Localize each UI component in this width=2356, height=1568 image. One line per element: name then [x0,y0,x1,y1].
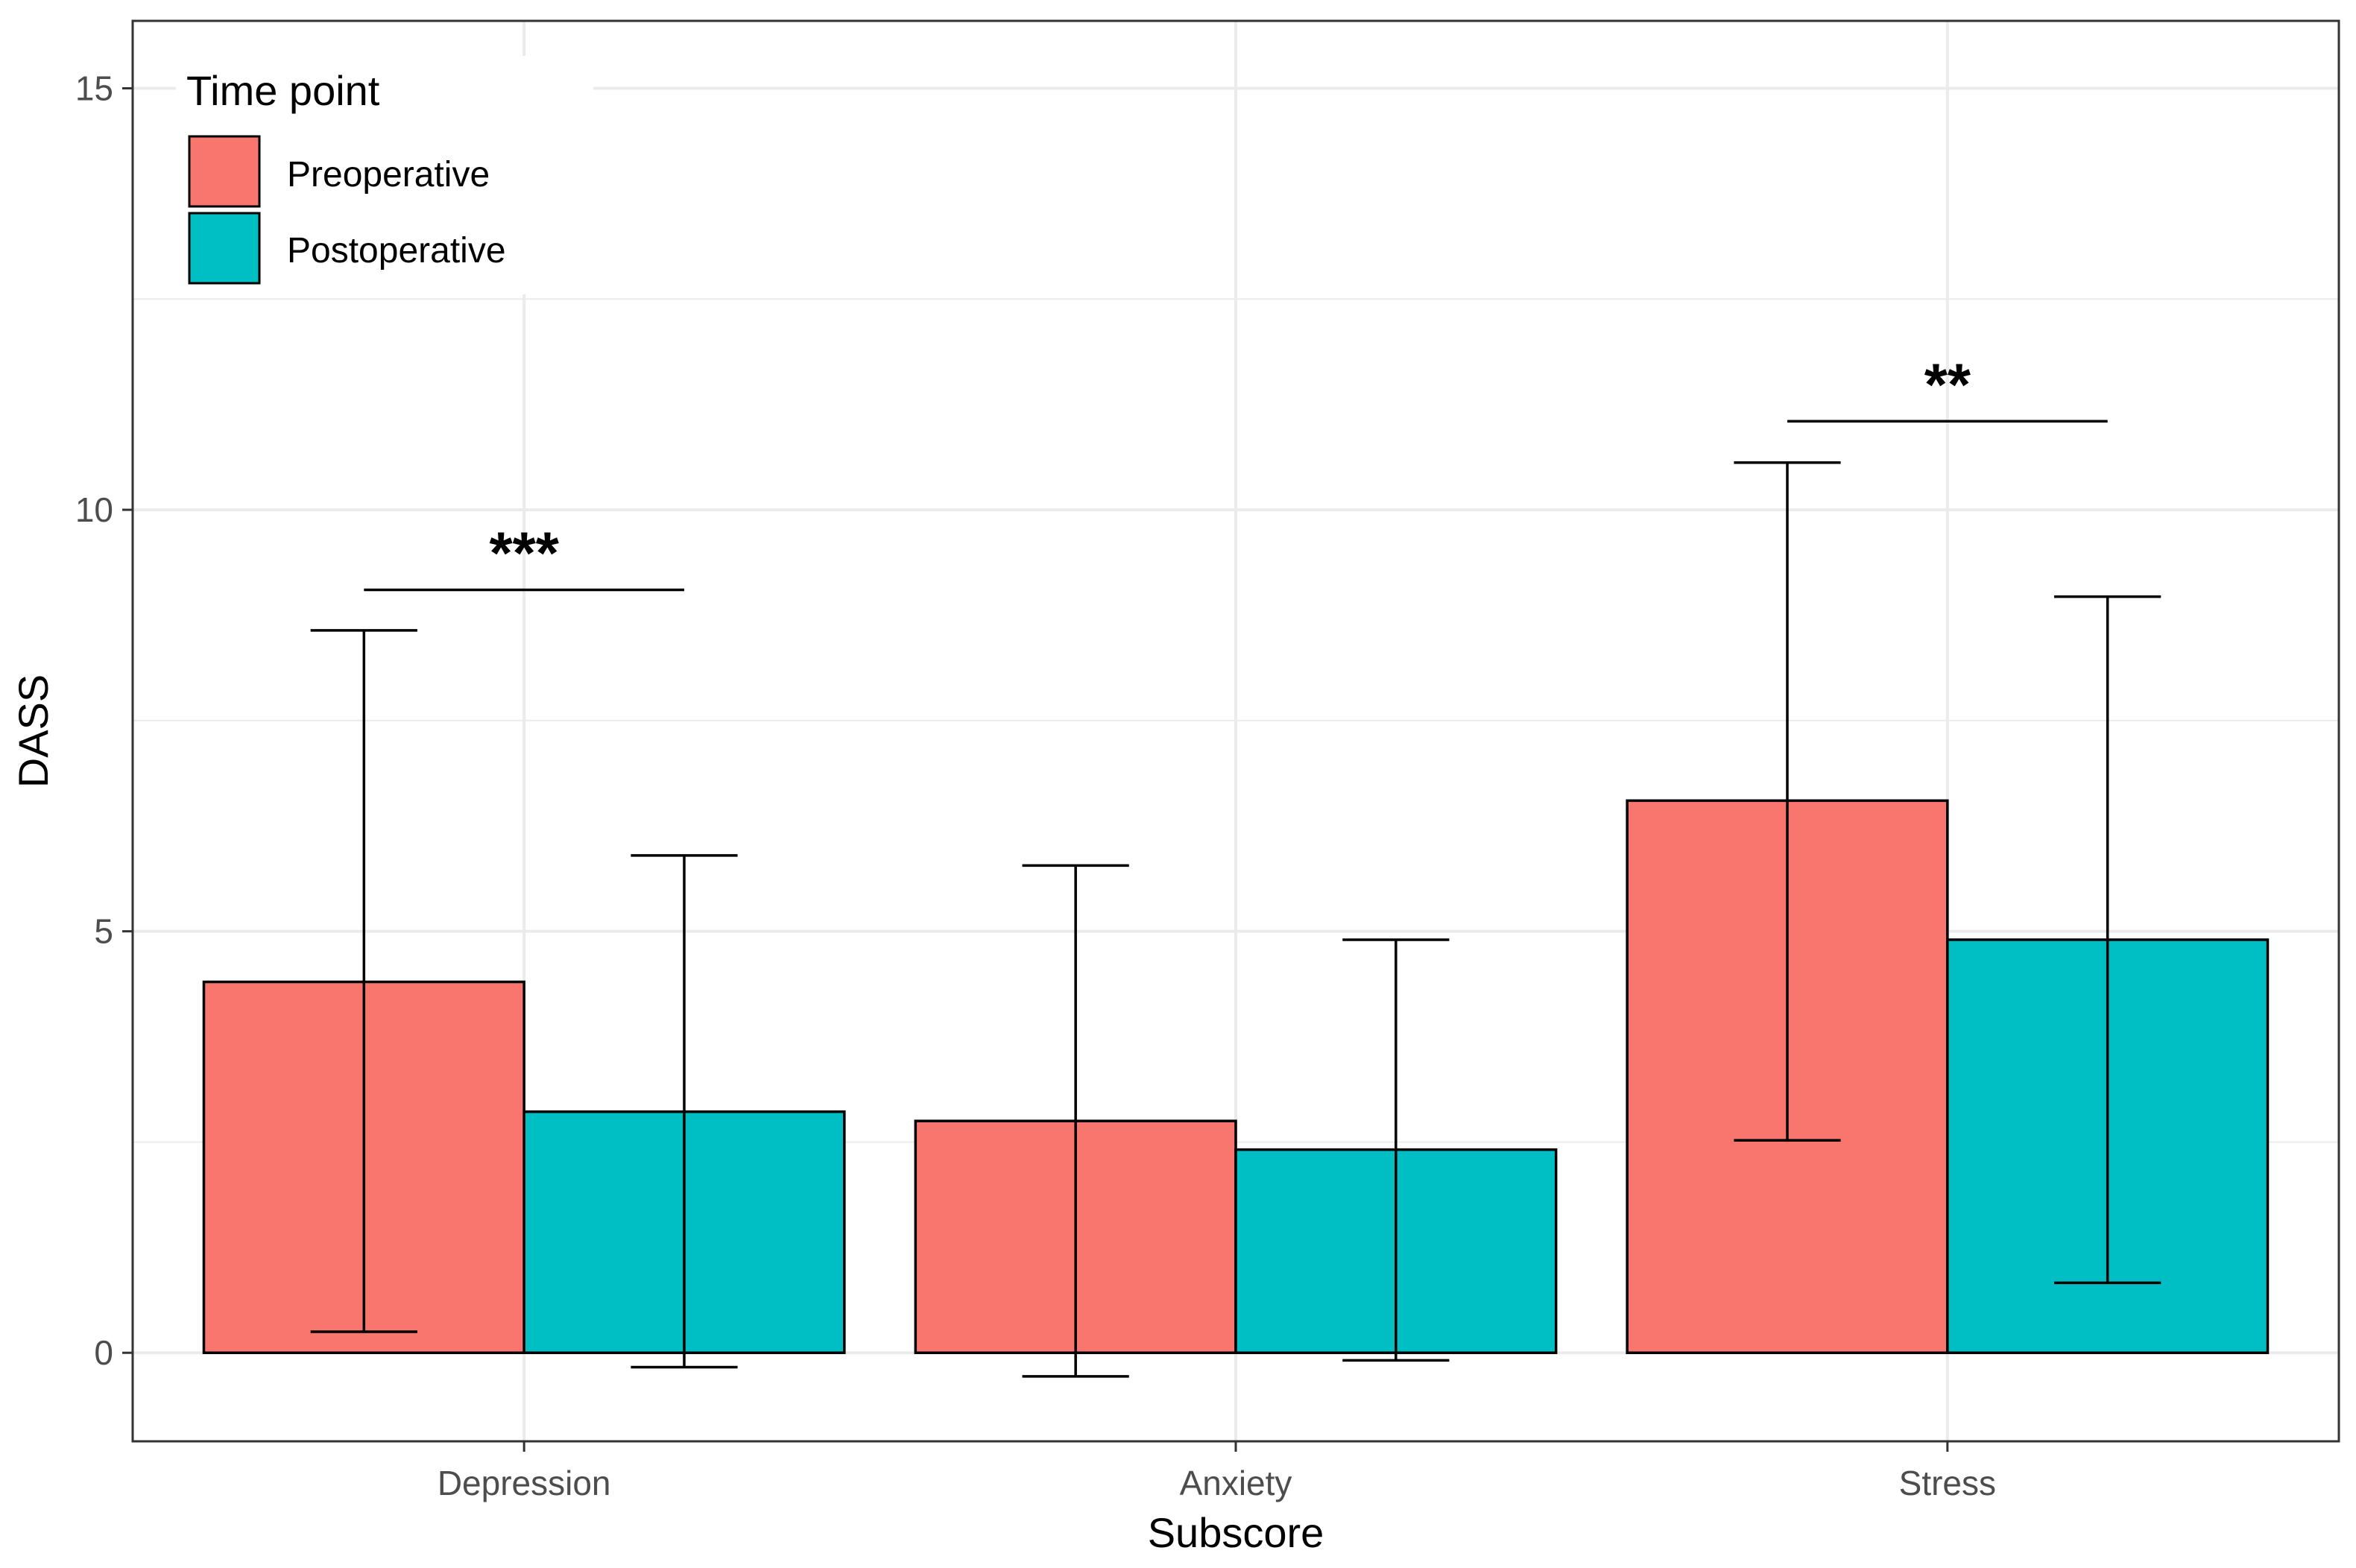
significance-annotations: ***** [364,351,2108,592]
y-tick-label: 15 [75,69,113,107]
legend-label-postoperative: Postoperative [287,231,506,271]
y-tick-label: 0 [94,1333,113,1372]
error-bars [310,461,2161,1378]
x-tick-label: Stress [1899,1464,1996,1502]
y-axis-title: DASS [10,674,57,788]
x-axis: Depression Anxiety Stress [438,1441,1996,1502]
legend-label-preoperative: Preoperative [287,155,490,195]
y-tick-label: 10 [75,490,113,529]
legend-key-postoperative [188,212,261,285]
x-tick-label: Anxiety [1180,1464,1292,1502]
x-tick-label: Depression [438,1464,611,1502]
y-tick-label: 5 [94,912,113,951]
significance-label: ** [1924,351,1971,417]
significance-label: *** [489,520,559,587]
legend: Time point Preoperative Postoperative [176,56,593,294]
legend-title: Time point [186,67,380,114]
legend-key-preoperative [188,135,261,208]
y-axis: 0 5 10 15 [75,69,133,1372]
x-axis-title: Subscore [1148,1509,1324,1556]
